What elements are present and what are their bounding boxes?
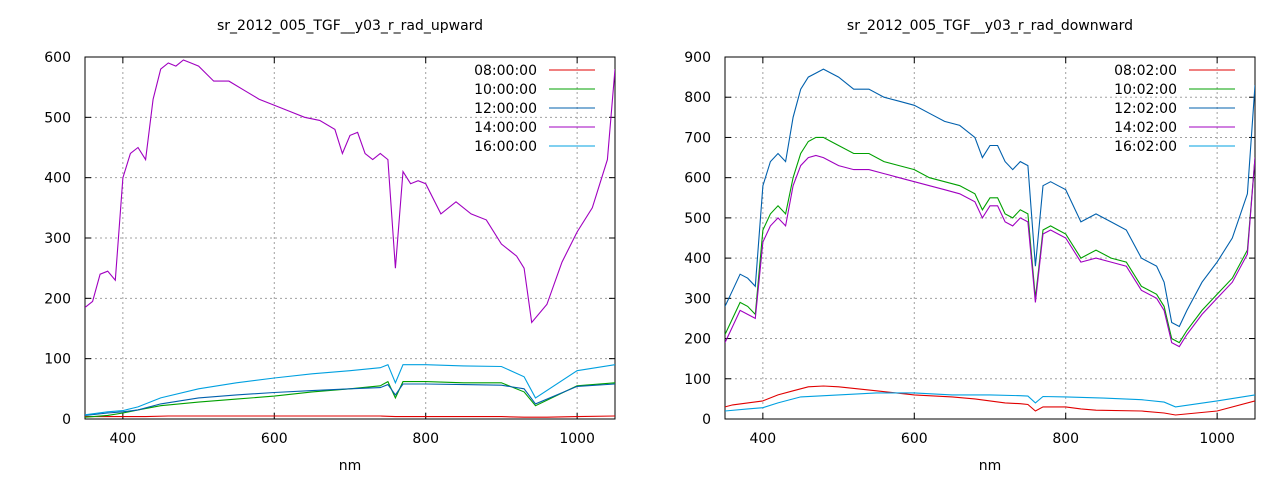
x-tick-label: 400	[749, 431, 776, 447]
y-tick-label: 300	[44, 231, 71, 247]
y-tick-label: 300	[684, 291, 711, 307]
series-line-12:02:00	[725, 68, 1255, 328]
series-line-12:00:00	[85, 383, 615, 416]
y-tick-label: 700	[684, 130, 711, 146]
legend-label: 08:02:00	[1114, 63, 1177, 79]
y-tick-label: 800	[684, 90, 711, 106]
chart-1: 400 600 800 1000 0 100 200 300 400 500 600 sr_2012_…	[44, 18, 616, 474]
x-tick-label: 800	[412, 431, 439, 447]
series-line-14:00:00	[85, 59, 615, 324]
legend-label: 12:00:00	[474, 101, 537, 117]
legend-label: 08:00:00	[474, 63, 537, 79]
y-tick-label: 100	[684, 372, 711, 388]
series-line-16:00:00	[85, 363, 615, 416]
legend-label: 12:02:00	[1114, 101, 1177, 117]
legend-label: 16:00:00	[474, 139, 537, 155]
x-axis-label: nm	[339, 458, 362, 474]
y-tick-label: 500	[44, 110, 71, 126]
x-tick-label: 600	[261, 431, 288, 447]
y-tick-label: 100	[44, 352, 71, 368]
y-tick-label: 600	[684, 171, 711, 187]
x-tick-label: 400	[109, 431, 136, 447]
y-tick-label: 900	[684, 50, 711, 66]
y-tick-label: 200	[684, 332, 711, 348]
legend-label: 14:02:00	[1114, 120, 1177, 136]
x-tick-label: 1000	[1199, 431, 1235, 447]
y-tick-label: 600	[44, 50, 71, 66]
y-tick-label: 400	[44, 171, 71, 187]
legend-label: 14:00:00	[474, 120, 537, 136]
legend-label: 16:02:00	[1114, 139, 1177, 155]
series-line-10:02:00	[725, 136, 1255, 344]
x-tick-label: 1000	[559, 431, 595, 447]
chart-2: 400 600 800 1000 0 100 200 300 400 500 600 700 800 90…	[684, 18, 1256, 474]
y-tick-label: 0	[62, 412, 71, 428]
chart-title: sr_2012_005_TGF__y03_r_rad_upward	[217, 18, 483, 34]
series-line-14:02:00	[725, 154, 1255, 348]
series-line-10:00:00	[85, 380, 615, 418]
x-tick-label: 600	[901, 431, 928, 447]
y-tick-label: 400	[684, 251, 711, 267]
chart-title: sr_2012_005_TGF__y03_r_rad_downward	[847, 18, 1133, 34]
series-line-08:02:00	[725, 385, 1255, 416]
legend-label: 10:00:00	[474, 82, 537, 98]
y-tick-label: 500	[684, 211, 711, 227]
x-tick-label: 800	[1052, 431, 1079, 447]
series-line-16:02:00	[725, 392, 1255, 412]
series-line-08:00:00	[85, 415, 615, 418]
plot-frame	[724, 56, 1256, 420]
legend-label: 10:02:00	[1114, 82, 1177, 98]
x-axis-label: nm	[979, 458, 1002, 474]
y-tick-label: 200	[44, 291, 71, 307]
y-tick-label: 0	[702, 412, 711, 428]
